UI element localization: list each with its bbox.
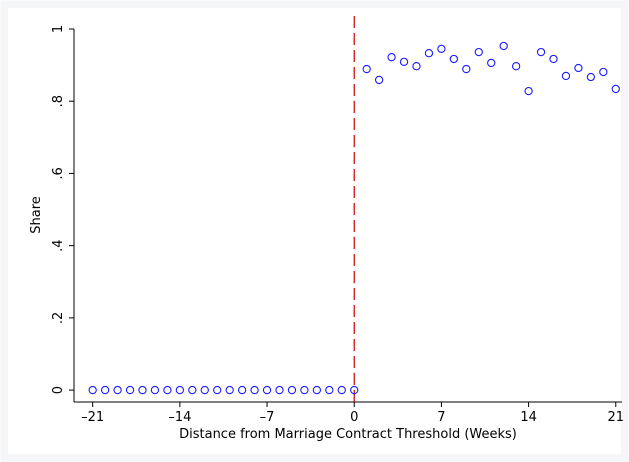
- point: [213, 385, 222, 395]
- point: [536, 47, 546, 57]
- point: [474, 47, 483, 57]
- point: [387, 53, 396, 62]
- point: [599, 67, 608, 77]
- point: [362, 64, 371, 74]
- y-tick-label: .2: [51, 312, 66, 324]
- point: [399, 57, 409, 67]
- y-tick-label: 0: [51, 386, 66, 394]
- x-axis-title: Distance from Marriage Contract Threshol…: [179, 427, 517, 442]
- point: [262, 385, 272, 395]
- point: [574, 63, 583, 73]
- point: [312, 385, 322, 395]
- point: [100, 385, 110, 395]
- point: [163, 385, 172, 395]
- plot-region: [8, 8, 621, 454]
- point: [325, 385, 334, 395]
- point: [549, 54, 558, 64]
- point: [88, 385, 97, 395]
- point: [200, 385, 209, 395]
- point: [337, 385, 346, 395]
- point: [561, 71, 571, 81]
- point: [188, 385, 197, 395]
- point: [449, 54, 459, 64]
- point: [250, 385, 259, 395]
- point: [138, 385, 147, 395]
- x-tick-label: 0: [350, 410, 358, 425]
- point: [237, 385, 247, 395]
- point: [524, 86, 533, 96]
- point: [499, 41, 508, 51]
- point: [113, 385, 122, 395]
- x-tick-label: 21: [607, 410, 624, 425]
- point: [350, 385, 359, 395]
- point: [611, 84, 620, 94]
- x-tick-label: –7: [260, 410, 275, 425]
- point: [300, 385, 309, 395]
- y-axis-title: Share: [29, 196, 44, 234]
- y-tick-label: .8: [51, 95, 66, 107]
- y-tick-label: .4: [51, 239, 66, 251]
- point: [287, 385, 297, 395]
- point: [586, 72, 596, 82]
- point: [225, 385, 234, 395]
- y-tick-label: 1: [51, 25, 66, 33]
- x-tick-label: –21: [81, 410, 104, 425]
- point: [511, 62, 521, 71]
- point: [424, 49, 434, 58]
- point: [175, 385, 185, 395]
- point: [412, 62, 421, 71]
- point: [275, 385, 284, 395]
- y-tick-label: .6: [51, 167, 66, 179]
- point: [487, 58, 496, 68]
- x-tick-label: 14: [520, 410, 537, 425]
- point: [462, 64, 471, 74]
- x-tick-label: –14: [168, 410, 191, 425]
- point: [437, 44, 446, 54]
- x-tick-label: 7: [437, 410, 445, 425]
- point: [125, 385, 135, 395]
- point: [374, 75, 384, 85]
- point: [150, 385, 160, 395]
